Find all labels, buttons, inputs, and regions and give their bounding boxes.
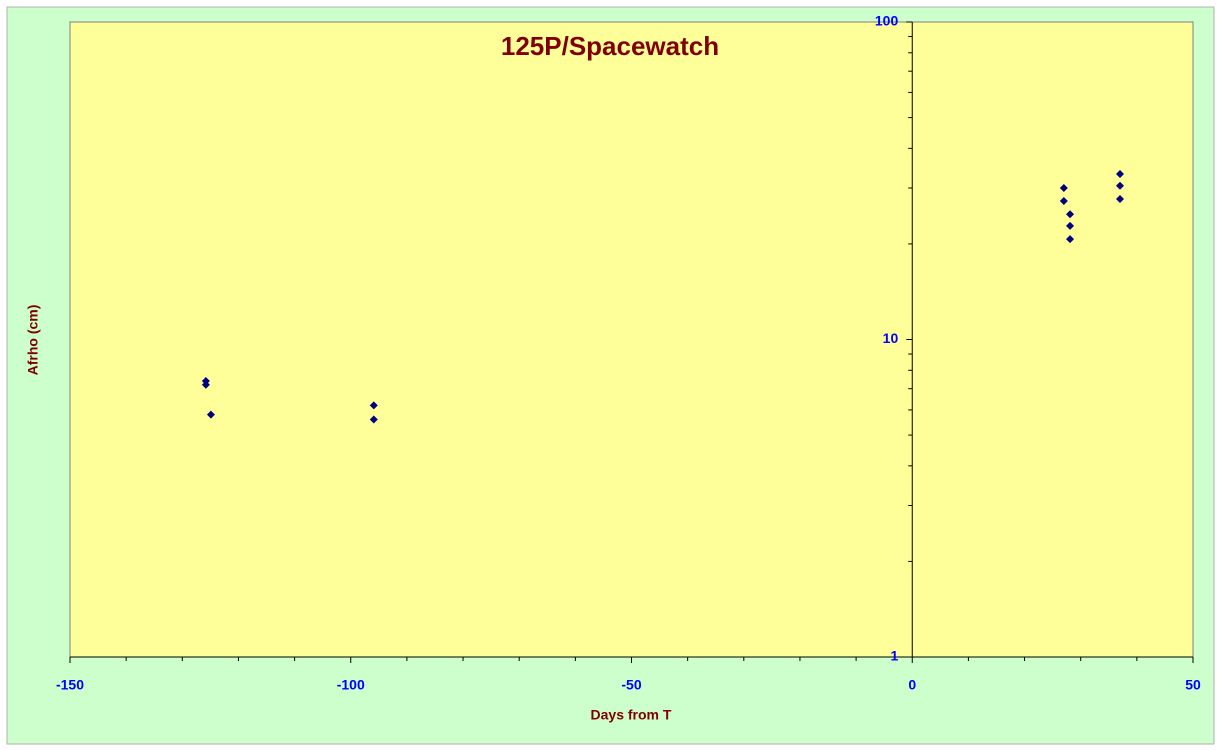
data-point <box>1066 210 1075 219</box>
x-tick-label: 50 <box>1185 677 1201 693</box>
data-point <box>1066 235 1075 244</box>
chart-title: 125P/Spacewatch <box>501 31 719 61</box>
plot-area <box>69 21 1194 658</box>
data-point <box>1116 195 1125 204</box>
data-point <box>1116 181 1125 190</box>
data-point <box>1116 170 1125 179</box>
x-tick-label: -50 <box>621 677 641 693</box>
data-point <box>1066 221 1075 230</box>
x-tick-label: -100 <box>337 677 365 693</box>
data-point <box>206 410 215 419</box>
data-point <box>1059 197 1068 206</box>
y-tick-label: 10 <box>883 330 899 346</box>
x-axis-label: Days from T <box>591 707 672 723</box>
y-tick-label: 1 <box>890 648 898 664</box>
x-tick-label: 0 <box>908 677 916 693</box>
x-tick-label: -150 <box>56 677 84 693</box>
data-point <box>1059 184 1068 193</box>
y-tick-label: 100 <box>875 13 899 29</box>
data-point <box>369 415 378 424</box>
data-point <box>201 380 210 389</box>
data-point <box>369 401 378 410</box>
y-axis-label: Afrho (cm) <box>25 305 41 376</box>
